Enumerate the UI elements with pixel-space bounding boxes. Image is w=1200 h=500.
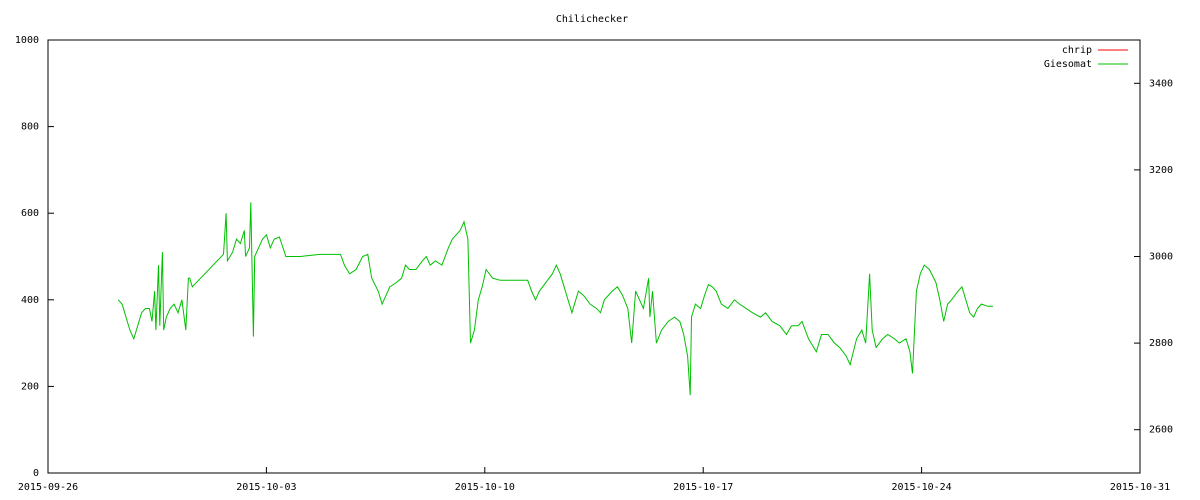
x-tick-label: 2015-10-17 — [673, 482, 733, 493]
legend-label: chrip — [1062, 45, 1092, 56]
x-tick-label: 2015-10-31 — [1110, 482, 1170, 493]
y2-tick-label: 2800 — [1149, 338, 1173, 349]
y2-tick-label: 3400 — [1149, 78, 1173, 89]
y2-tick-label: 3200 — [1149, 165, 1173, 176]
y-tick-label: 400 — [21, 295, 39, 306]
series-line — [117, 202, 994, 396]
legend-label: Giesomat — [1044, 59, 1092, 70]
y2-tick-label: 3000 — [1149, 252, 1173, 263]
chart-title: Chilichecker — [556, 14, 628, 25]
x-tick-label: 2015-09-26 — [18, 482, 78, 493]
x-tick-label: 2015-10-24 — [891, 482, 951, 493]
y-tick-label: 600 — [21, 208, 39, 219]
y-tick-label: 200 — [21, 381, 39, 392]
y-tick-label: 800 — [21, 122, 39, 133]
y2-tick-label: 2600 — [1149, 425, 1173, 436]
y-tick-label: 1000 — [15, 35, 39, 46]
y-tick-label: 0 — [33, 468, 39, 479]
x-tick-label: 2015-10-03 — [236, 482, 296, 493]
x-tick-label: 2015-10-10 — [455, 482, 515, 493]
